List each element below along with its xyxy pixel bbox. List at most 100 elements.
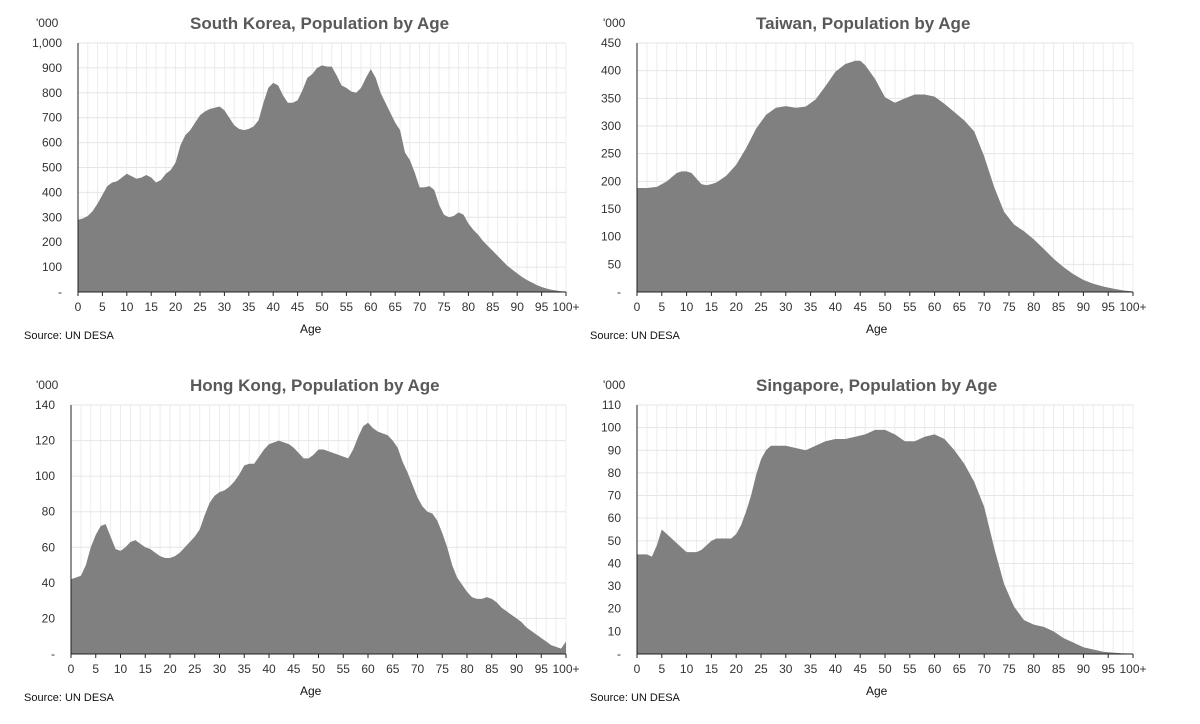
x-tick-label: 25: [188, 662, 202, 676]
x-tick-label: 100+: [552, 300, 579, 314]
x-axis-label: Age: [300, 322, 322, 336]
y-tick-label: 300: [601, 119, 621, 133]
y-tick-label: 50: [608, 257, 622, 271]
x-tick-label: 15: [705, 662, 719, 676]
chart-plot: - 100 200 300 400 500 600 700 800 900 1,000 0 5 10 15 2…: [32, 36, 580, 314]
y-tick-label: 700: [42, 111, 62, 125]
x-tick-label: 70: [978, 300, 992, 314]
x-tick-label: 35: [242, 300, 256, 314]
y-tick-label: 450: [601, 36, 621, 50]
chart-plot: - 10 20 30 40 50 60 70 80 90 100 110 0 5 10 15 20 25 30 35 4…: [601, 398, 1147, 676]
y-tick-label: 100: [35, 469, 55, 483]
x-tick-label: 45: [291, 300, 305, 314]
x-tick-label: 40: [829, 662, 843, 676]
x-tick-label: 20: [163, 662, 177, 676]
x-tick-label: 10: [114, 662, 128, 676]
x-tick-label: 60: [361, 662, 375, 676]
x-tick-label: 75: [1002, 662, 1016, 676]
x-tick-label: 80: [1027, 662, 1041, 676]
x-tick-label: 5: [658, 300, 665, 314]
y-unit-label: '000: [36, 16, 59, 30]
y-tick-label: -: [617, 285, 621, 299]
x-tick-label: 40: [262, 662, 276, 676]
source-note: Source: UN DESA: [24, 692, 114, 704]
x-tick-label: 50: [878, 300, 892, 314]
population-area: [637, 429, 1133, 654]
x-tick-label: 20: [730, 662, 744, 676]
chart-panel-hong-kong: Hong Kong, Population by Age '000 - 20 40 6…: [0, 362, 600, 724]
population-area: [78, 65, 566, 292]
x-tick-label: 0: [75, 300, 82, 314]
x-tick-label: 75: [437, 300, 451, 314]
chart-title: Taiwan, Population by Age: [756, 14, 971, 33]
x-tick-label: 45: [854, 300, 868, 314]
x-tick-label: 30: [213, 662, 227, 676]
x-tick-label: 95: [535, 662, 549, 676]
chart-title: Singapore, Population by Age: [756, 376, 998, 395]
x-tick-label: 30: [779, 662, 793, 676]
source-note: Source: UN DESA: [24, 330, 114, 342]
source-note: Source: UN DESA: [590, 692, 680, 704]
x-tick-label: 0: [634, 300, 641, 314]
y-tick-label: 1,000: [32, 36, 62, 50]
chart-panel-taiwan: Taiwan, Population by Age '000 -50 100 150…: [590, 0, 1200, 362]
x-axis-label: Age: [300, 684, 322, 698]
y-tick-label: 100: [42, 260, 62, 274]
x-tick-label: 55: [903, 662, 917, 676]
y-tick-label: -: [58, 285, 62, 299]
y-tick-label: 20: [42, 611, 56, 625]
x-tick-label: 10: [680, 662, 694, 676]
x-tick-label: 5: [658, 662, 665, 676]
x-tick-label: 45: [854, 662, 868, 676]
x-tick-label: 15: [139, 662, 153, 676]
chart-title: Hong Kong, Population by Age: [190, 376, 440, 395]
y-tick-label: 100: [601, 421, 621, 435]
x-tick-label: 65: [953, 662, 967, 676]
population-area: [637, 60, 1133, 293]
x-tick-label: 70: [411, 662, 425, 676]
x-tick-label: 100+: [1119, 300, 1146, 314]
y-tick-label: 400: [601, 64, 621, 78]
y-tick-label: 100: [601, 230, 621, 244]
y-tick-label: 350: [601, 91, 621, 105]
y-tick-label: 90: [608, 443, 622, 457]
y-unit-label: '000: [603, 16, 626, 30]
x-tick-label: 60: [928, 662, 942, 676]
y-tick-label: 250: [601, 147, 621, 161]
x-tick-label: 30: [779, 300, 793, 314]
x-tick-label: 65: [386, 662, 400, 676]
y-tick-label: 200: [601, 174, 621, 188]
population-area: [71, 422, 566, 654]
x-tick-label: 20: [730, 300, 744, 314]
y-tick-label: 40: [42, 576, 56, 590]
x-tick-label: 65: [389, 300, 403, 314]
x-tick-label: 80: [1027, 300, 1041, 314]
y-tick-label: 70: [608, 489, 622, 503]
x-tick-label: 5: [92, 662, 99, 676]
y-tick-label: 80: [608, 466, 622, 480]
x-tick-label: 35: [804, 300, 818, 314]
x-tick-label: 85: [1052, 662, 1066, 676]
x-tick-label: 85: [486, 300, 500, 314]
chart-panel-south-korea: South Korea, Population by Age '000 -100…: [0, 0, 600, 362]
source-note: Source: UN DESA: [590, 330, 680, 342]
x-tick-label: 75: [1002, 300, 1016, 314]
x-tick-label: 15: [705, 300, 719, 314]
x-tick-label: 20: [169, 300, 183, 314]
x-tick-label: 70: [413, 300, 427, 314]
x-tick-label: 50: [312, 662, 326, 676]
x-tick-label: 60: [928, 300, 942, 314]
x-tick-label: 55: [903, 300, 917, 314]
x-tick-label: 80: [460, 662, 474, 676]
y-tick-label: 110: [602, 398, 621, 412]
x-axis-label: Age: [866, 684, 888, 698]
y-tick-label: 80: [42, 505, 56, 519]
x-tick-label: 5: [99, 300, 106, 314]
x-tick-label: 100+: [552, 662, 579, 676]
y-tick-label: 120: [35, 434, 55, 448]
x-tick-label: 50: [878, 662, 892, 676]
x-tick-label: 15: [145, 300, 159, 314]
x-tick-label: 30: [218, 300, 232, 314]
x-tick-label: 95: [1102, 662, 1116, 676]
x-tick-label: 90: [511, 300, 525, 314]
